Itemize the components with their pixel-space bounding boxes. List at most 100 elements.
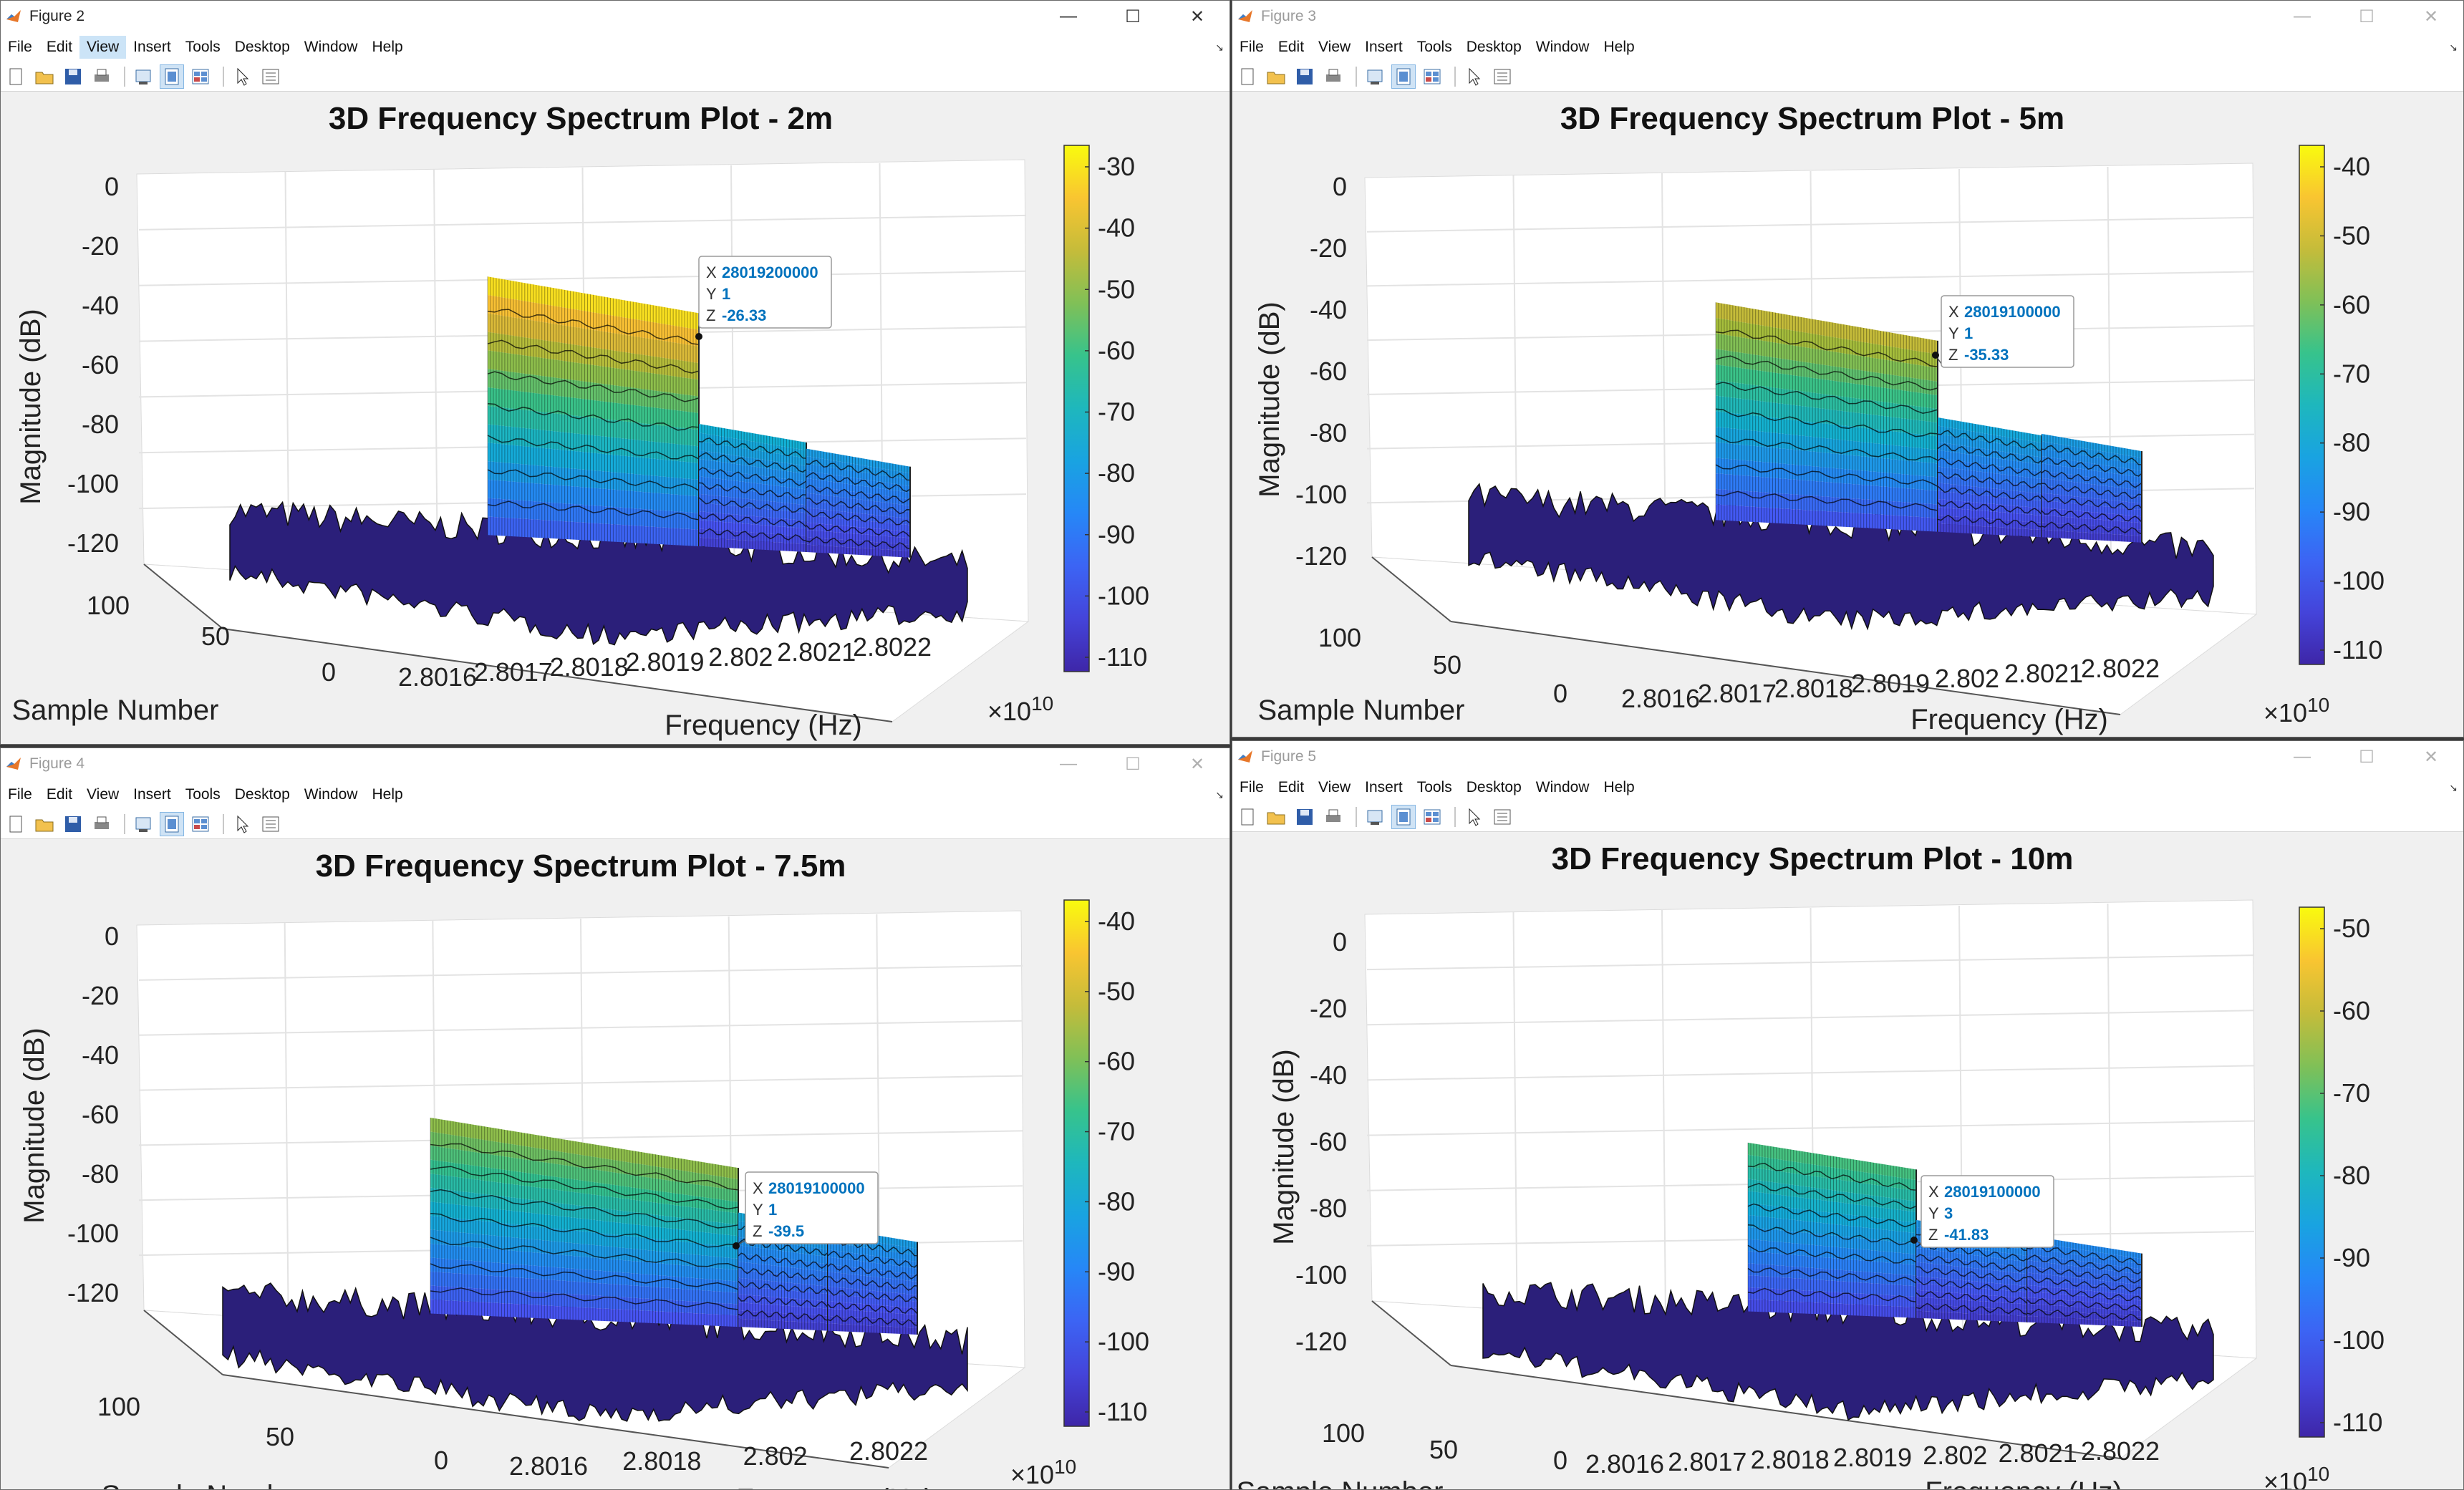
- menu-edit[interactable]: Edit: [46, 786, 73, 803]
- save-icon[interactable]: [61, 64, 85, 89]
- minimize-icon[interactable]: —: [1060, 6, 1077, 26]
- menu-file[interactable]: File: [8, 786, 32, 803]
- menu-view[interactable]: View: [1318, 779, 1351, 795]
- surface-strip: [699, 493, 806, 513]
- datatip-marker[interactable]: [1932, 352, 1939, 359]
- print-icon[interactable]: [90, 812, 114, 836]
- print-preview-icon[interactable]: [131, 812, 155, 836]
- new-file-icon[interactable]: [1235, 805, 1260, 829]
- menu-view[interactable]: View: [87, 786, 120, 803]
- save-icon[interactable]: [1293, 64, 1317, 89]
- print-icon[interactable]: [1321, 805, 1345, 829]
- dock-icon[interactable]: [1420, 805, 1444, 829]
- menu-bar: File Edit View Insert Tools Desktop Window Help…: [1232, 773, 2463, 803]
- menu-tools[interactable]: Tools: [185, 39, 221, 55]
- z-tick-label: 0: [105, 921, 119, 951]
- minimize-icon[interactable]: —: [1060, 754, 1077, 773]
- menu-help[interactable]: Help: [372, 786, 403, 803]
- menu-view[interactable]: View: [79, 36, 127, 59]
- datatip[interactable]: X 28019100000 Y 1Z -35.33: [1932, 295, 2074, 368]
- dock-arrow-icon[interactable]: ↘: [1215, 41, 1224, 53]
- dock-icon[interactable]: [1420, 64, 1444, 89]
- close-icon[interactable]: ✕: [1189, 6, 1205, 26]
- close-icon[interactable]: ✕: [1189, 754, 1205, 774]
- menu-edit[interactable]: Edit: [1277, 39, 1305, 55]
- datatip-marker[interactable]: [733, 1242, 740, 1249]
- menu-desktop[interactable]: Desktop: [234, 39, 290, 55]
- print-icon[interactable]: [1321, 64, 1345, 89]
- close-icon[interactable]: ✕: [2423, 6, 2439, 26]
- menu-help[interactable]: Help: [1603, 779, 1635, 795]
- save-icon[interactable]: [61, 812, 85, 836]
- open-folder-icon[interactable]: [32, 812, 57, 836]
- datatip-marker[interactable]: [695, 333, 702, 340]
- menu-edit[interactable]: Edit: [46, 39, 73, 55]
- link-axes-icon[interactable]: [160, 812, 184, 836]
- menu-desktop[interactable]: Desktop: [1466, 39, 1522, 55]
- dock-arrow-icon[interactable]: ↘: [1215, 788, 1224, 800]
- open-folder-icon[interactable]: [1264, 64, 1288, 89]
- minimize-icon[interactable]: —: [2294, 6, 2311, 26]
- menu-window[interactable]: Window: [304, 786, 358, 803]
- x-tick-label: 2.8019: [1833, 1443, 1912, 1472]
- save-icon[interactable]: [1293, 805, 1317, 829]
- print-preview-icon[interactable]: [1363, 64, 1387, 89]
- pointer-icon[interactable]: [230, 812, 254, 836]
- surface-strip: [488, 461, 699, 497]
- pointer-icon[interactable]: [230, 64, 254, 89]
- menu-tools[interactable]: Tools: [1416, 779, 1452, 795]
- pointer-icon[interactable]: [1462, 805, 1486, 829]
- menu-insert[interactable]: Insert: [1365, 39, 1403, 55]
- maximize-icon[interactable]: ☐: [2359, 747, 2374, 767]
- menu-desktop[interactable]: Desktop: [1466, 779, 1522, 795]
- menu-window[interactable]: Window: [304, 39, 358, 55]
- menu-window[interactable]: Window: [1535, 779, 1590, 795]
- menu-file[interactable]: File: [1240, 39, 1264, 55]
- dock-icon[interactable]: [188, 812, 213, 836]
- open-folder-icon[interactable]: [32, 64, 57, 89]
- figure-window: Figure 4 — ☐ ✕ File Edit View Insert Tools Deskto…: [0, 748, 1230, 1490]
- menu-insert[interactable]: Insert: [133, 786, 171, 803]
- maximize-icon[interactable]: ☐: [2359, 6, 2374, 26]
- datatip[interactable]: X 28019100000 Y 1Z -39.5: [733, 1171, 879, 1249]
- menu-tools[interactable]: Tools: [1416, 39, 1452, 55]
- maximize-icon[interactable]: ☐: [1125, 754, 1141, 774]
- menu-tools[interactable]: Tools: [185, 786, 221, 803]
- colorbar-tick-label: -100: [1098, 1327, 1149, 1356]
- print-preview-icon[interactable]: [1363, 805, 1387, 829]
- datatip-marker[interactable]: [1910, 1237, 1918, 1244]
- maximize-icon[interactable]: ☐: [1125, 6, 1141, 26]
- datatip[interactable]: X 28019100000 Y 3Z -41.83: [1910, 1175, 2054, 1248]
- datatip[interactable]: X 28019200000 Y 1Z -26.33: [695, 256, 832, 340]
- dock-arrow-icon[interactable]: ↘: [2449, 781, 2458, 793]
- link-axes-icon[interactable]: [1391, 805, 1416, 829]
- property-inspector-icon[interactable]: [1490, 805, 1514, 829]
- menu-edit[interactable]: Edit: [1277, 779, 1305, 795]
- open-folder-icon[interactable]: [1264, 805, 1288, 829]
- dock-icon[interactable]: [188, 64, 213, 89]
- print-icon[interactable]: [90, 64, 114, 89]
- menu-desktop[interactable]: Desktop: [234, 786, 290, 803]
- print-preview-icon[interactable]: [131, 64, 155, 89]
- new-file-icon[interactable]: [4, 64, 28, 89]
- minimize-icon[interactable]: —: [2294, 747, 2311, 766]
- menu-help[interactable]: Help: [372, 39, 403, 55]
- link-axes-icon[interactable]: [160, 64, 184, 89]
- surface-strip: [828, 1301, 917, 1315]
- property-inspector-icon[interactable]: [1490, 64, 1514, 89]
- dock-arrow-icon[interactable]: ↘: [2449, 41, 2458, 53]
- menu-view[interactable]: View: [1318, 39, 1351, 55]
- new-file-icon[interactable]: [4, 812, 28, 836]
- property-inspector-icon[interactable]: [259, 64, 283, 89]
- new-file-icon[interactable]: [1235, 64, 1260, 89]
- menu-file[interactable]: File: [1240, 779, 1264, 795]
- property-inspector-icon[interactable]: [259, 812, 283, 836]
- menu-insert[interactable]: Insert: [133, 39, 171, 55]
- menu-window[interactable]: Window: [1535, 39, 1590, 55]
- menu-help[interactable]: Help: [1603, 39, 1635, 55]
- close-icon[interactable]: ✕: [2423, 747, 2439, 767]
- menu-insert[interactable]: Insert: [1365, 779, 1403, 795]
- pointer-icon[interactable]: [1462, 64, 1486, 89]
- menu-file[interactable]: File: [8, 39, 32, 55]
- link-axes-icon[interactable]: [1391, 64, 1416, 89]
